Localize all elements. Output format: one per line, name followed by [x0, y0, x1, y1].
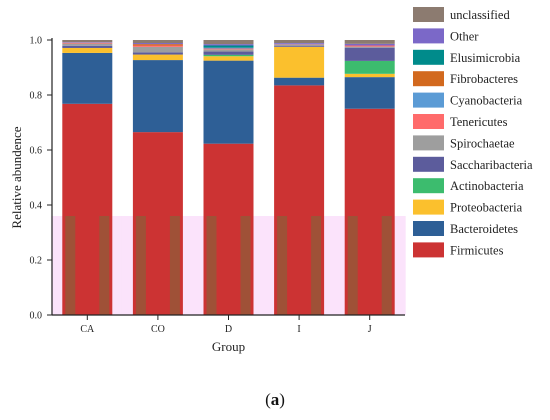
watermark-streak [311, 216, 322, 315]
y-tick-label: 0.8 [30, 91, 43, 102]
bar-segment [62, 43, 113, 46]
y-tick-label: 0.0 [30, 311, 43, 322]
bar-segment [274, 44, 325, 47]
bar-segment [274, 40, 325, 44]
legend-swatch [413, 28, 444, 44]
bar-segment [132, 43, 183, 45]
bar-segment [132, 44, 183, 46]
legend-label: Spirochaetae [450, 136, 515, 150]
bar-segment [203, 45, 254, 48]
x-tick-label: CO [151, 324, 165, 335]
legend-swatch [413, 178, 444, 194]
legend-label: Firmicutes [450, 243, 504, 257]
bar-segment [344, 47, 395, 61]
legend-label: Proteobacteria [450, 201, 523, 215]
bar-segment [274, 46, 325, 78]
bar-segment [203, 40, 254, 45]
bar-segment [203, 48, 254, 50]
bar-segment [274, 43, 325, 44]
y-axis-title: Relative abundence [9, 126, 24, 228]
legend-swatch [413, 199, 444, 215]
legend-label: unclassified [450, 8, 510, 22]
bar-segment [203, 60, 254, 144]
legend-swatch [413, 92, 444, 108]
bar-segment [203, 49, 254, 52]
bars-group [62, 40, 395, 315]
bar-segment [132, 40, 183, 44]
panel-label-letter: a [270, 390, 280, 409]
bar-segment [203, 44, 254, 46]
legend-swatch [413, 71, 444, 87]
legend-label: Cyanobacteria [450, 94, 523, 108]
watermark-streak [206, 216, 217, 315]
bar-segment [203, 51, 254, 55]
bar-segment [132, 46, 183, 53]
bar-segment [62, 47, 113, 53]
legend-swatch [413, 7, 444, 22]
bar-segment [203, 54, 254, 57]
watermark-streak [277, 216, 288, 315]
watermark-streak [99, 216, 110, 315]
panel-label: (a) [265, 390, 285, 409]
bar-segment [132, 60, 183, 133]
legend-label: Actinobacteria [450, 179, 524, 193]
bar-segment [62, 45, 113, 48]
legend-swatch [413, 242, 444, 258]
bar-segment [62, 40, 113, 43]
bar-segment [344, 40, 395, 44]
y-tick-label: 0.6 [30, 146, 43, 157]
legend-label: Other [450, 29, 479, 43]
bar-segment [344, 60, 395, 74]
x-axis-title: Group [212, 339, 245, 354]
y-tick-label: 1.0 [30, 36, 43, 47]
bar-segment [344, 45, 395, 47]
legend-label: Fibrobacteres [450, 72, 518, 86]
axes-group: 0.0 0.2 0.4 0.6 0.8 1.0 CA CO D I J [30, 36, 405, 335]
x-tick-label: J [368, 324, 372, 335]
bar-segment [274, 43, 325, 45]
watermark-streak [65, 216, 76, 315]
legend-label: Saccharibacteria [450, 158, 533, 172]
bar-segment [274, 77, 325, 86]
bar-segment [344, 77, 395, 109]
bar-segment [132, 52, 183, 55]
watermark-streak [347, 216, 358, 315]
legend-label: Bacteroidetes [450, 222, 518, 236]
legend-swatch [413, 114, 444, 129]
legend: unclassified Other Elusimicrobia Fibrobacte… [413, 7, 533, 258]
watermark-streak [240, 216, 251, 315]
bar-segment [62, 52, 113, 104]
bar-segment [132, 45, 183, 47]
bar-segment [132, 54, 183, 61]
bar-segment [344, 43, 395, 46]
legend-swatch [413, 135, 444, 151]
bar-segment [203, 56, 254, 61]
bar-segment [344, 46, 395, 48]
bar-segment [203, 47, 254, 49]
bar-segment [62, 42, 113, 43]
x-tick-label: D [225, 324, 232, 335]
y-tick-label: 0.4 [30, 201, 43, 212]
x-tick-label: I [297, 324, 300, 335]
x-tick-label: CA [80, 324, 95, 335]
legend-swatch [413, 156, 444, 172]
y-tick-label: 0.2 [30, 256, 43, 267]
bar-segment [62, 42, 113, 44]
bar-segment [274, 46, 325, 47]
watermark-streak [135, 216, 146, 315]
watermark-streak [169, 216, 180, 315]
bar-segment [274, 44, 325, 45]
bar-segment [344, 73, 395, 78]
legend-label: Elusimicrobia [450, 51, 521, 65]
watermark-streak [381, 216, 392, 315]
legend-swatch [413, 49, 444, 65]
legend-label: Tenericutes [450, 115, 508, 129]
legend-swatch [413, 221, 444, 236]
